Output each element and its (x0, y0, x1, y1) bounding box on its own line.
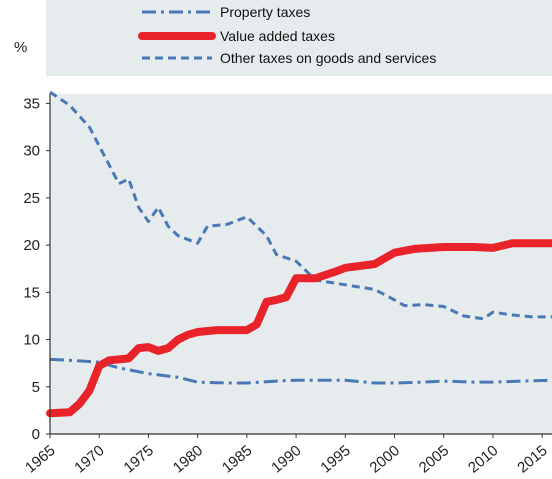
legend: Property taxes Value added taxes Other tax… (138, 4, 436, 66)
y-tick-label: 35 (23, 95, 40, 112)
y-tick-label: 30 (23, 143, 40, 160)
x-tick-label: 2010 (465, 442, 501, 476)
legend-background (46, 0, 552, 76)
y-tick-label: 5 (32, 379, 40, 396)
x-tick-label: 1965 (22, 442, 58, 476)
y-tick-label: 25 (23, 190, 40, 207)
x-tick-label: 1975 (121, 442, 157, 476)
legend-label-2: Other taxes on goods and services (220, 50, 436, 66)
legend-label-0: Property taxes (220, 4, 310, 20)
y-tick-label: 20 (23, 237, 40, 254)
y-tick-label: 15 (23, 284, 40, 301)
x-tick-label: 1970 (71, 442, 107, 476)
y-tick-label: 10 (23, 332, 40, 349)
x-tick-label: 1995 (317, 442, 353, 476)
x-tick-label: 2015 (514, 442, 550, 476)
series-line-0 (49, 357, 552, 385)
y-axis-unit-label: % (14, 39, 27, 56)
y-tick-label: 0 (32, 426, 40, 443)
x-tick-label: 1980 (170, 442, 206, 476)
series-line-2 (49, 90, 552, 321)
x-tick-label: 2005 (416, 442, 452, 476)
x-tick-label: 2000 (367, 442, 403, 476)
series-line-1 (46, 239, 552, 418)
x-tick-label: 1990 (268, 442, 304, 476)
series-layer (46, 90, 552, 418)
x-tick-label: 1985 (219, 442, 255, 476)
legend-label-1: Value added taxes (220, 28, 335, 44)
